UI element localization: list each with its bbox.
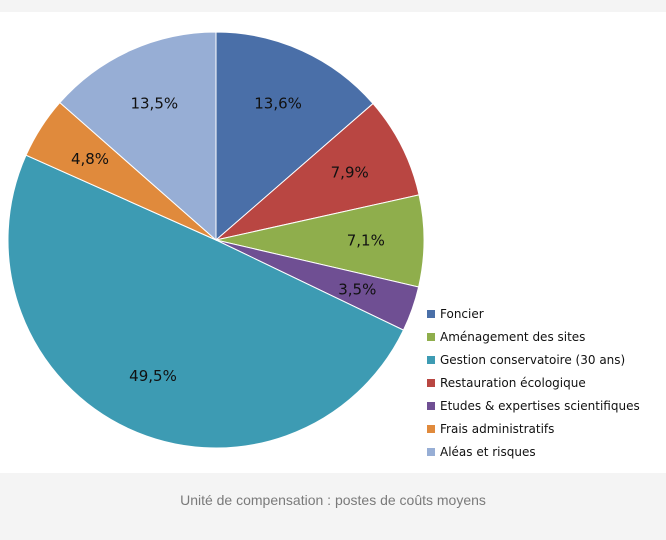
pie-chart: 13,6% 7,9% 7,1% 3,5% 49,5% 4,8% 13,5% bbox=[7, 31, 425, 449]
chart-panel: 13,6% 7,9% 7,1% 3,5% 49,5% 4,8% 13,5% Foncier … bbox=[0, 12, 666, 473]
legend-swatch bbox=[427, 355, 435, 364]
pie-slice bbox=[215, 31, 374, 242]
slice-value-label: 49,5% bbox=[129, 367, 177, 385]
legend-label: Gestion conservatoire (30 ans) bbox=[440, 352, 626, 367]
pie-slice bbox=[7, 154, 405, 449]
legend-item: Aménagement des sites bbox=[427, 325, 640, 348]
pie-labels: 13,6% 7,9% 7,1% 3,5% 49,5% 4,8% 13,5% bbox=[71, 95, 385, 385]
legend-item: Foncier bbox=[427, 302, 640, 325]
slice-value-label: 13,5% bbox=[130, 95, 178, 113]
slice-value-label: 7,9% bbox=[331, 164, 369, 182]
legend-label: Aménagement des sites bbox=[440, 329, 586, 344]
legend-swatch bbox=[427, 424, 435, 433]
legend-item: Restauration écologique bbox=[427, 371, 640, 394]
figure-caption: Unité de compensation : postes de coûts … bbox=[180, 492, 486, 508]
slice-value-label: 7,1% bbox=[347, 232, 385, 250]
legend-swatch bbox=[427, 332, 435, 341]
pie-slices bbox=[7, 31, 425, 449]
legend-label: Restauration écologique bbox=[440, 375, 586, 390]
legend-item: Etudes & expertises scientifiques bbox=[427, 394, 640, 417]
legend-item: Aléas et risques bbox=[427, 440, 640, 463]
legend-swatch bbox=[427, 401, 435, 410]
slice-value-label: 13,6% bbox=[254, 95, 302, 113]
legend: Foncier Aménagement des sites Gestion co… bbox=[427, 302, 640, 463]
slice-value-label: 3,5% bbox=[338, 281, 376, 299]
legend-swatch bbox=[427, 378, 435, 387]
legend-item: Frais administratifs bbox=[427, 417, 640, 440]
legend-swatch bbox=[427, 447, 435, 456]
pie-slice bbox=[59, 31, 217, 242]
legend-label: Aléas et risques bbox=[440, 444, 536, 459]
legend-label: Etudes & expertises scientifiques bbox=[440, 398, 640, 413]
legend-swatch bbox=[427, 309, 435, 318]
slice-value-label: 4,8% bbox=[71, 150, 109, 168]
legend-item: Gestion conservatoire (30 ans) bbox=[427, 348, 640, 371]
legend-label: Foncier bbox=[440, 306, 484, 321]
legend-label: Frais administratifs bbox=[440, 421, 555, 436]
